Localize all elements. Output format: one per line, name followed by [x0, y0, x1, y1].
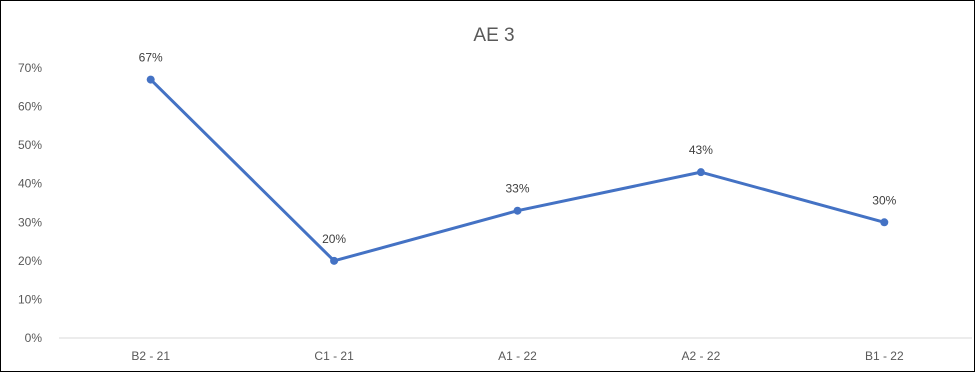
data-point	[513, 206, 522, 215]
y-tick-label: 20%	[18, 254, 42, 268]
y-tick-label: 40%	[18, 177, 42, 191]
data-label: 20%	[322, 232, 346, 246]
data-label: 43%	[689, 143, 713, 157]
data-point	[146, 75, 155, 84]
data-point	[696, 168, 705, 177]
y-axis: 0% 10% 20% 30% 40% 50% 60% 70%	[18, 61, 42, 345]
y-tick-label: 10%	[18, 292, 42, 306]
y-tick-label: 50%	[18, 138, 42, 152]
y-tick-label: 30%	[18, 215, 42, 229]
chart-title: AE 3	[473, 25, 514, 46]
data-point	[880, 218, 889, 227]
x-tick-label: B1 - 22	[865, 349, 904, 363]
x-tick-label: A2 - 22	[682, 349, 721, 363]
x-axis: B2 - 21 C1 - 21 A1 - 22 A2 - 22 B1 - 22	[131, 349, 904, 363]
data-label: 67%	[139, 51, 163, 65]
series-line	[149, 78, 886, 263]
y-tick-label: 60%	[18, 100, 42, 114]
y-tick-label: 0%	[25, 331, 43, 345]
data-label: 33%	[505, 182, 529, 196]
x-tick-label: B2 - 21	[131, 349, 170, 363]
x-tick-label: C1 - 21	[314, 349, 354, 363]
data-label: 30%	[872, 193, 896, 207]
data-labels: 67% 20% 33% 43% 30%	[139, 51, 897, 246]
data-point	[330, 256, 339, 265]
series-group	[146, 75, 889, 265]
x-tick-label: A1 - 22	[498, 349, 537, 363]
y-tick-label: 70%	[18, 61, 42, 75]
